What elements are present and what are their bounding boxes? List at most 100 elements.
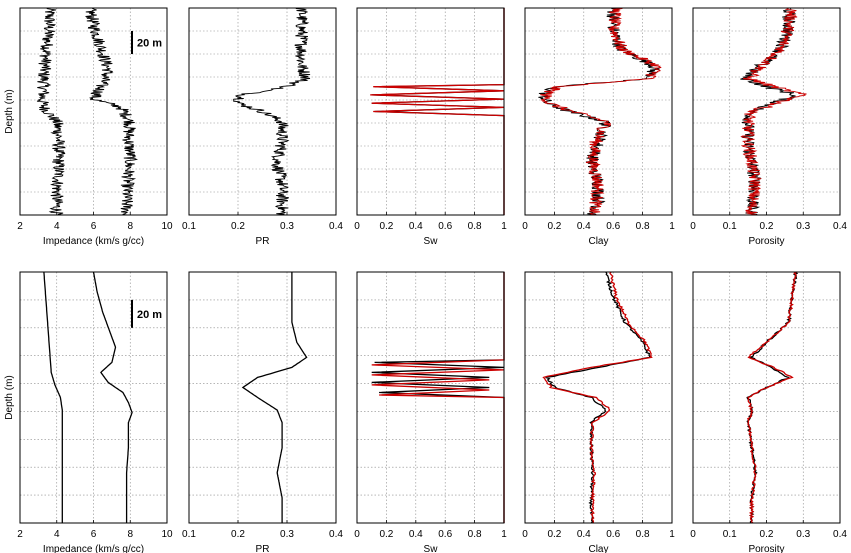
series-line-1 [36,7,66,216]
x-tick-label: 4 [54,529,60,540]
x-tick-label: 4 [54,221,60,232]
x-tick-label: 0.4 [833,529,847,540]
x-axis-label: Impedance (km/s g/cc) [43,236,144,247]
y-axis-label: Depth (m) [4,89,15,133]
grid [693,272,840,523]
grid [357,8,504,215]
series-line-2 [371,272,505,523]
y-axis-label: Depth (m) [4,375,15,419]
panel-pr-row1: 0.1 0.2 0.3 0.4 PR [182,271,343,553]
grid [189,272,336,523]
x-tick-label: 0.3 [796,221,810,232]
axes-frame [188,7,337,216]
x-tick-label: 0.3 [796,529,810,540]
series-line-1 [545,271,651,524]
x-tick-label: 0.8 [468,529,482,540]
x-tick-label: 0.2 [231,221,245,232]
x-tick-label: 0 [690,221,696,232]
x-tick-label: 8 [127,529,133,540]
series-line-1 [43,271,63,523]
series-line-2 [542,271,653,524]
panel-porosity-row0: 0 0.1 0.2 0.3 0.4 Porosity [690,7,847,247]
x-axis-label: Porosity [748,236,784,247]
grid [20,272,167,523]
x-tick-label: 0 [522,529,528,540]
x-tick-label: 1 [501,221,507,232]
x-axis-label: Clay [588,544,608,553]
series-line-2 [370,8,505,215]
x-tick-label: 0.2 [379,221,393,232]
series-line-2 [746,271,797,524]
x-tick-label: 6 [91,529,97,540]
axes-frame [188,271,337,524]
series-line-2 [740,7,807,216]
x-tick-label: 0.6 [438,221,452,232]
x-tick-label: 0.4 [833,221,847,232]
panel-clay-row1: 0 0.2 0.4 0.6 0.8 1 Clay [522,271,675,553]
x-tick-label: 0.2 [231,529,245,540]
x-tick-label: 0.4 [577,221,591,232]
axes-frame [356,7,505,216]
x-tick-label: 0.4 [577,529,591,540]
grid [357,272,504,523]
panel-pr-row0: 0.1 0.2 0.3 0.4 PR [182,7,343,247]
x-tick-label: 0.6 [606,221,620,232]
scale-bar-label: 20 m [137,38,162,50]
x-tick-label: 0.4 [329,221,343,232]
x-tick-label: 0.6 [606,529,620,540]
x-tick-label: 0.8 [636,221,650,232]
x-tick-label: 0.2 [547,221,561,232]
series-line-1 [371,272,505,523]
x-tick-label: 0.3 [280,221,294,232]
x-axis-label: PR [256,236,270,247]
grid [525,272,672,523]
axes-frame [524,7,673,216]
x-tick-label: 0.2 [760,529,774,540]
x-tick-label: 0.1 [182,529,196,540]
x-tick-label: 0 [522,221,528,232]
x-tick-label: 0 [354,221,360,232]
x-tick-label: 0.2 [379,529,393,540]
grid [189,8,336,215]
panel-sw-row0: 0 0.2 0.4 0.6 0.8 1 Sw [354,7,507,247]
series-line-2 [92,271,133,523]
x-tick-label: 0.1 [182,221,196,232]
x-tick-label: 0.8 [468,221,482,232]
x-tick-label: 10 [161,529,173,540]
x-axis-label: Clay [588,236,608,247]
x-tick-label: 0.8 [636,529,650,540]
x-axis-label: Sw [424,544,439,553]
x-tick-label: 0.6 [438,529,452,540]
x-tick-label: 0.1 [723,529,737,540]
x-tick-label: 1 [669,529,675,540]
axes-frame [692,271,841,524]
x-axis-label: Sw [424,236,439,247]
x-tick-label: 0.4 [329,529,343,540]
x-tick-label: 1 [669,221,675,232]
series-line-2 [85,7,138,216]
panel-porosity-row1: 0 0.1 0.2 0.3 0.4 Porosity [690,271,847,553]
x-tick-label: 0.4 [409,529,423,540]
panel-clay-row0: 0 0.2 0.4 0.6 0.8 1 Clay [522,7,675,247]
axes-frame [356,271,505,524]
x-tick-label: 0 [354,529,360,540]
x-tick-label: 0.3 [280,529,294,540]
series-line-1 [232,7,311,216]
x-tick-label: 1 [501,529,507,540]
grid [693,8,840,215]
x-axis-label: Impedance (km/s g/cc) [43,544,144,553]
x-tick-label: 6 [91,221,97,232]
panel-sw-row1: 0 0.2 0.4 0.6 0.8 1 Sw [354,271,507,553]
x-tick-label: 0 [690,529,696,540]
x-axis-label: Porosity [748,544,784,553]
x-tick-label: 0.2 [547,529,561,540]
x-tick-label: 0.1 [723,221,737,232]
scale-bar-label: 20 m [137,309,162,321]
x-tick-label: 2 [17,529,23,540]
series-line-2 [540,7,662,216]
x-tick-label: 0.4 [409,221,423,232]
x-tick-label: 10 [161,221,173,232]
axes-frame [524,271,673,524]
x-tick-label: 0.2 [760,221,774,232]
